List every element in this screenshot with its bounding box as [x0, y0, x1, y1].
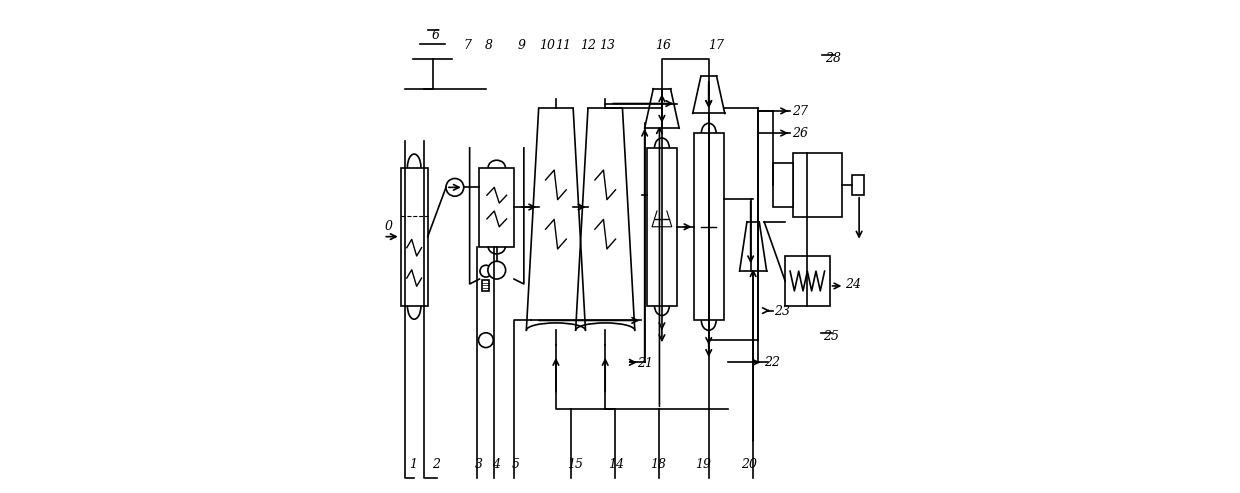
Text: 27: 27	[791, 105, 807, 118]
Bar	[785, 256, 830, 306]
Text: 14: 14	[608, 458, 624, 471]
Bar	[852, 175, 864, 195]
Text: 13: 13	[599, 39, 615, 52]
Text: 12: 12	[580, 39, 596, 52]
Text: 1: 1	[409, 458, 417, 471]
Text: 22: 22	[764, 356, 780, 369]
Bar	[694, 133, 723, 320]
Text: 10: 10	[538, 39, 554, 52]
Bar	[792, 153, 842, 217]
Text: 23: 23	[774, 305, 790, 317]
Text: 25: 25	[823, 330, 839, 343]
Text: 6: 6	[432, 30, 440, 42]
Text: 17: 17	[708, 39, 724, 52]
Bar	[647, 148, 677, 306]
Text: 4: 4	[492, 458, 500, 471]
Text: 7: 7	[464, 39, 471, 52]
Circle shape	[487, 261, 506, 279]
Text: 18: 18	[651, 458, 667, 471]
Text: 9: 9	[517, 39, 526, 52]
Text: 19: 19	[694, 458, 711, 471]
Text: 0: 0	[384, 220, 392, 233]
Bar	[773, 163, 792, 207]
Text: 5: 5	[512, 458, 520, 471]
Text: 28: 28	[825, 52, 841, 65]
Circle shape	[479, 333, 494, 348]
Text: 21: 21	[637, 357, 653, 370]
Text: 16: 16	[656, 39, 672, 52]
Text: 3: 3	[475, 458, 482, 471]
Circle shape	[480, 265, 492, 277]
Text: 15: 15	[567, 458, 583, 471]
Bar	[401, 168, 428, 306]
Text: 24: 24	[846, 279, 862, 291]
Text: 20: 20	[740, 458, 756, 471]
Text: 8: 8	[485, 39, 492, 52]
Text: 26: 26	[791, 127, 807, 140]
Text: 2: 2	[432, 458, 440, 471]
Text: 11: 11	[556, 39, 570, 52]
Bar	[480, 168, 515, 246]
Bar	[482, 280, 490, 291]
Circle shape	[446, 178, 464, 196]
